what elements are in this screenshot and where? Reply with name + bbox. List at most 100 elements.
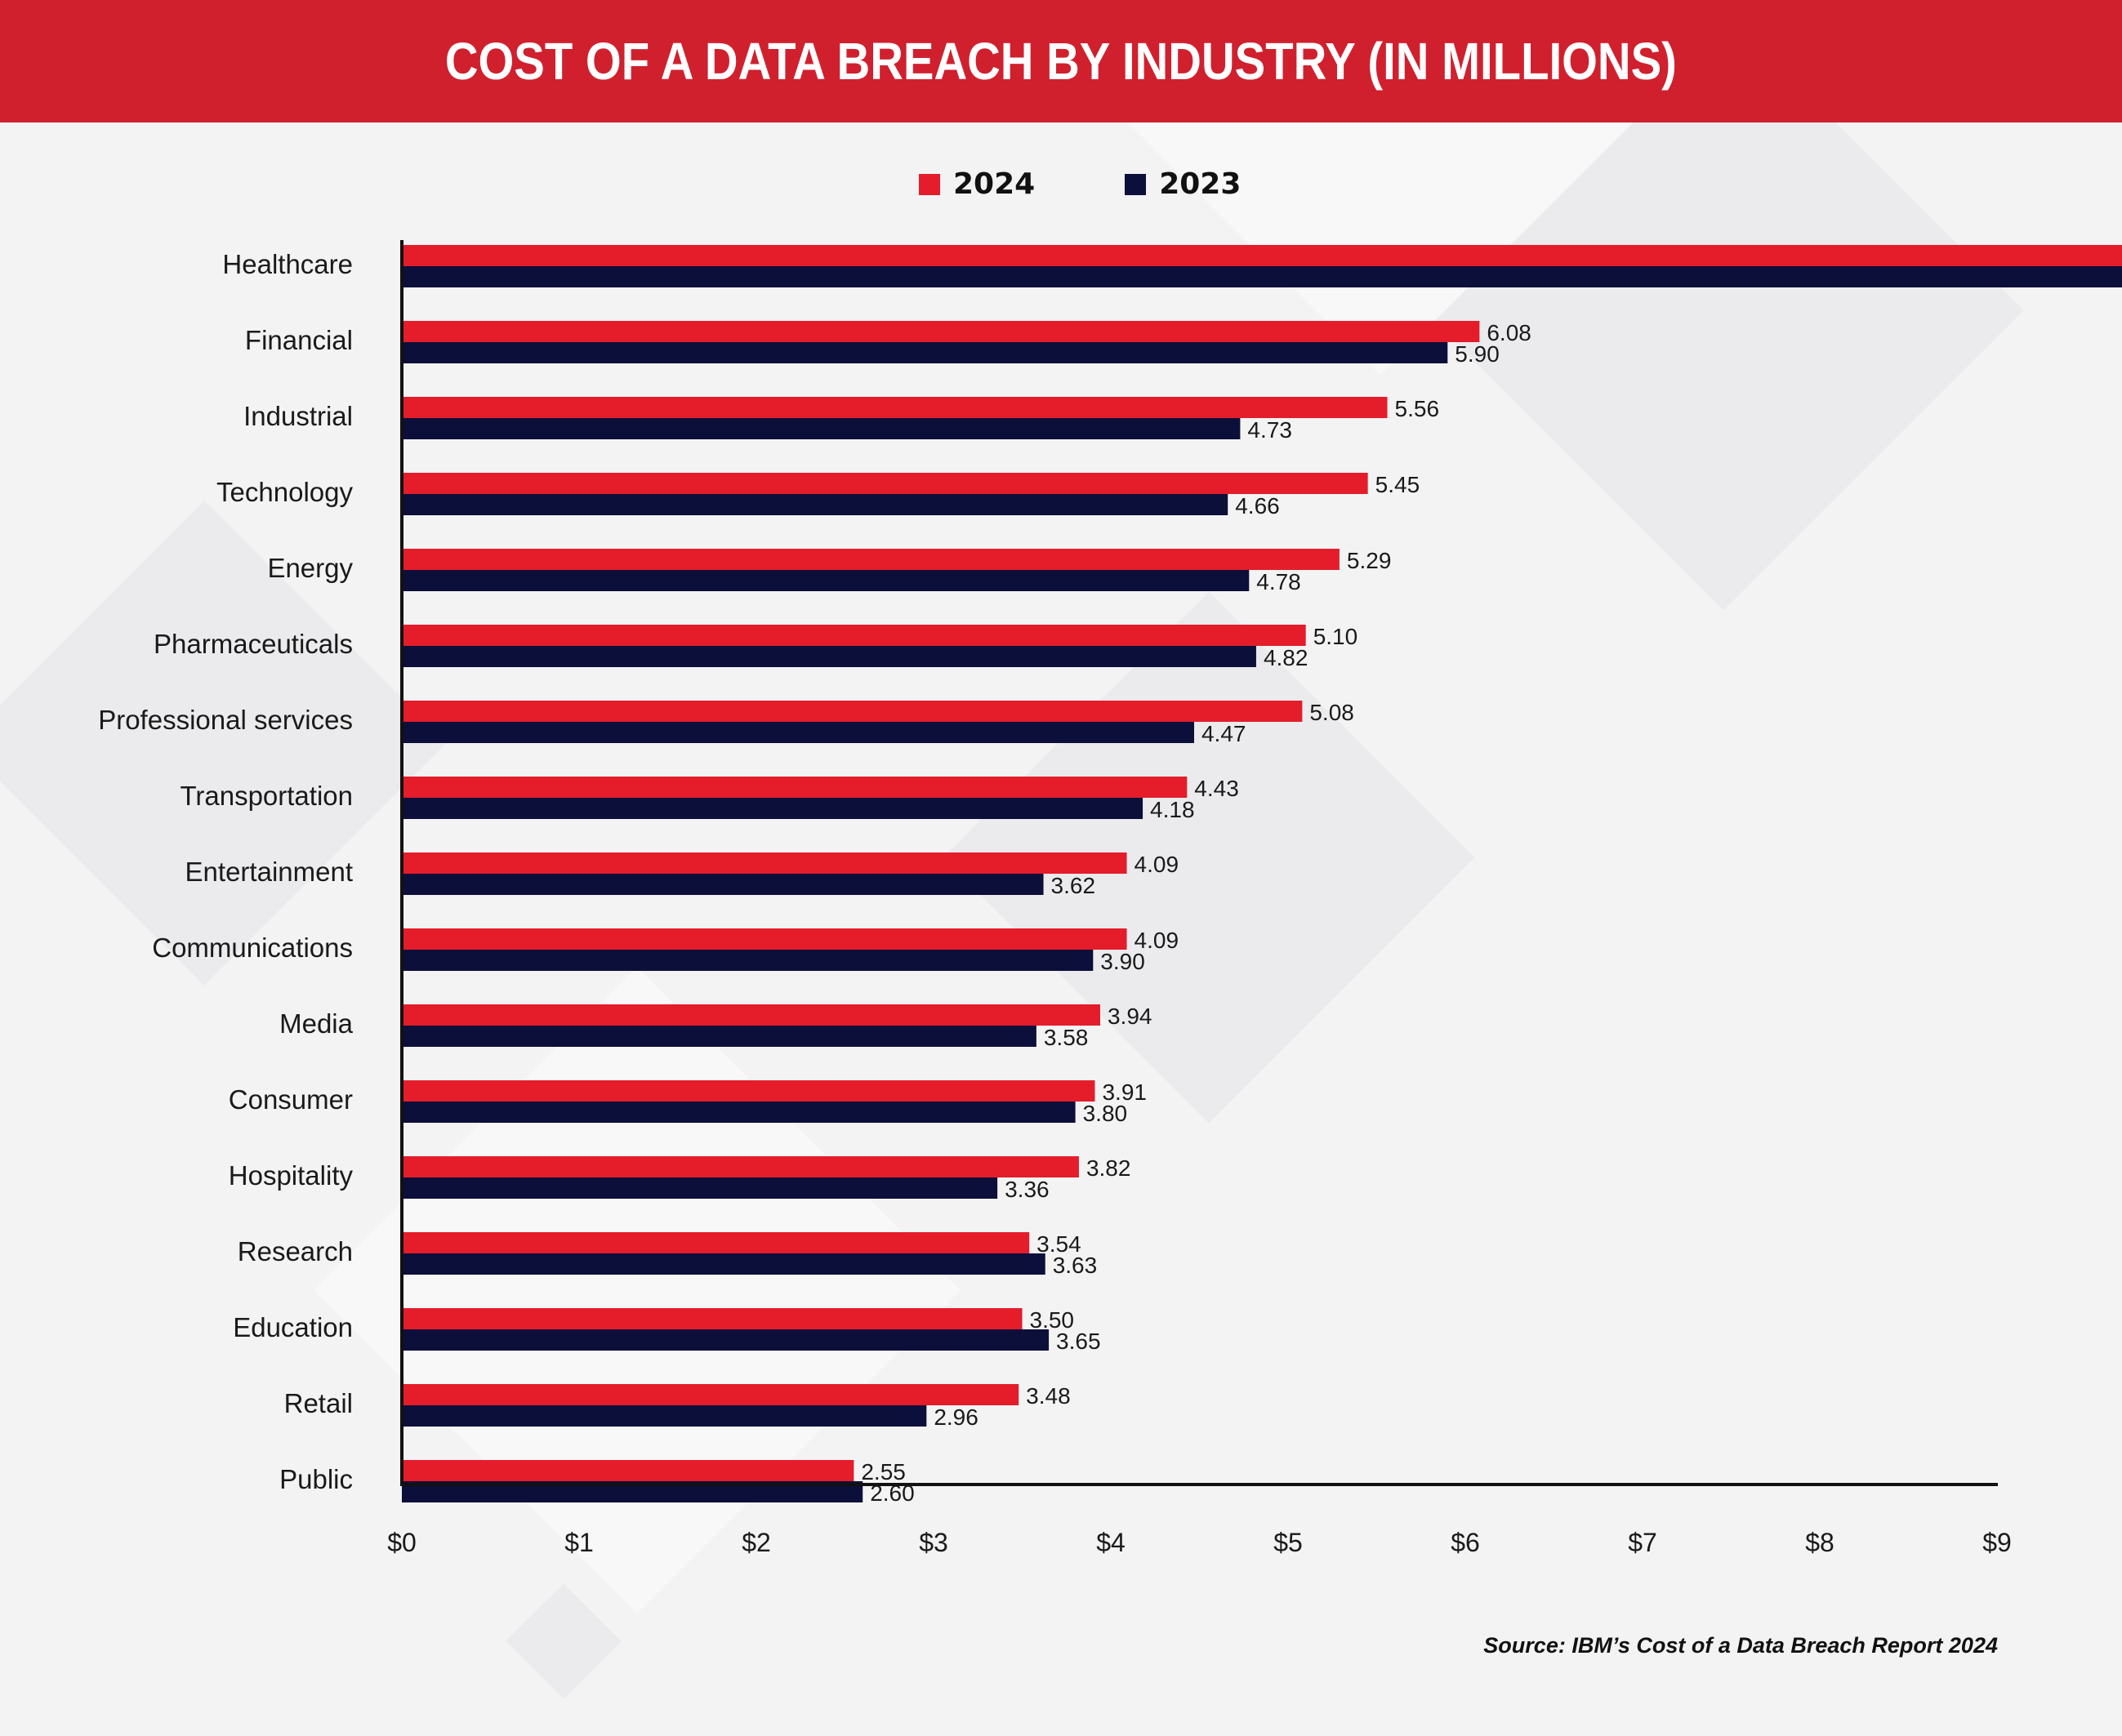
data-label-2023: 3.58 [1044, 1025, 1089, 1050]
title-banner: COST OF A DATA BREACH BY INDUSTRY (IN MI… [0, 0, 2122, 122]
bar-2023 [402, 494, 1228, 515]
bar-2023 [402, 1026, 1036, 1047]
bar-2024 [402, 473, 1368, 494]
data-label-2024: 4.43 [1194, 776, 1239, 801]
category-label: Public [279, 1464, 353, 1494]
bar-2023 [402, 722, 1194, 743]
bar-2023 [402, 874, 1044, 895]
category-label: Technology [216, 477, 353, 507]
bar-2023 [402, 266, 2122, 287]
data-label-2023: 4.18 [1150, 797, 1195, 822]
category-label: Media [279, 1008, 354, 1039]
x-tick-label: $6 [1451, 1528, 1480, 1557]
data-label-2023: 5.90 [1455, 341, 1500, 367]
legend-swatch-2024 [919, 173, 940, 195]
data-label-2024: 4.09 [1135, 852, 1179, 877]
bar-2024 [402, 245, 2122, 266]
data-label-2024: 3.91 [1102, 1079, 1147, 1105]
data-label-2023: 4.47 [1201, 721, 1246, 746]
bar-2023 [402, 342, 1448, 363]
bar-2024 [402, 321, 1480, 342]
category-label: Financial [245, 325, 353, 355]
data-label-2024: 5.29 [1347, 548, 1392, 573]
category-label: Hospitality [229, 1160, 354, 1191]
data-label-2023: 3.65 [1056, 1329, 1101, 1354]
bar-2024 [402, 625, 1306, 646]
category-label: Entertainment [185, 857, 353, 887]
bar-2024 [402, 1080, 1095, 1102]
x-tick-label: $9 [1982, 1528, 2012, 1557]
data-label-2023: 3.36 [1005, 1177, 1050, 1202]
data-label-2023: 3.90 [1100, 949, 1145, 974]
data-label-2023: 4.82 [1264, 645, 1308, 670]
bar-2024 [402, 928, 1127, 950]
bar-2023 [402, 798, 1143, 819]
data-label-2024: 4.09 [1135, 928, 1179, 953]
bar-2024 [402, 701, 1303, 722]
legend-label-2023: 2023 [1159, 167, 1242, 201]
bar-2024 [402, 1308, 1023, 1329]
category-label: Education [233, 1312, 353, 1342]
data-label-2023: 3.62 [1051, 873, 1096, 898]
legend-swatch-2023 [1125, 173, 1147, 195]
category-label: Retail [284, 1388, 353, 1418]
bar-2023 [402, 570, 1250, 591]
bar-2023 [402, 1405, 927, 1427]
bar-2023 [402, 1177, 998, 1199]
data-label-2023: 4.73 [1247, 417, 1292, 443]
data-label-2023: 2.96 [934, 1404, 979, 1430]
legend: 2024 2023 [919, 167, 1331, 201]
data-label-2024: 5.45 [1375, 472, 1420, 497]
category-label: Healthcare [222, 249, 353, 279]
bar-2024 [402, 1156, 1079, 1177]
data-label-2024: 5.08 [1309, 700, 1354, 725]
data-label-2024: 3.54 [1036, 1231, 1081, 1257]
category-label: Transportation [180, 781, 353, 811]
bar-2024 [402, 1460, 854, 1481]
category-label: Professional services [98, 705, 353, 735]
x-tick-label: $2 [742, 1528, 771, 1557]
legend-item-2024: 2024 [919, 167, 1035, 201]
data-label-2023: 4.78 [1256, 569, 1301, 594]
bar-2024 [402, 549, 1340, 570]
bar-2023 [402, 646, 1256, 667]
legend-label-2024: 2024 [953, 167, 1036, 201]
bar-2024 [402, 1004, 1100, 1026]
data-label-2024: 3.48 [1026, 1383, 1071, 1409]
category-label: Communications [152, 933, 353, 963]
legend-item-2023: 2023 [1125, 167, 1241, 201]
bar-2023 [402, 1253, 1045, 1275]
x-tick-label: $3 [919, 1528, 948, 1557]
category-label: Energy [267, 553, 353, 583]
data-label-2024: 3.82 [1086, 1155, 1131, 1181]
data-label-2024: 3.50 [1030, 1307, 1075, 1333]
bar-2024 [402, 1384, 1019, 1405]
x-tick-label: $1 [564, 1528, 594, 1557]
x-tick-label: $4 [1096, 1528, 1126, 1557]
data-label-2023: 3.80 [1083, 1101, 1128, 1126]
data-label-2023: 4.66 [1235, 493, 1280, 519]
bar-2023 [402, 418, 1241, 439]
source-note: Source: IBM’s Cost of a Data Breach Repo… [1483, 1633, 1998, 1658]
data-label-2024: 5.10 [1313, 624, 1358, 649]
bar-2024 [402, 777, 1188, 798]
chart-title: COST OF A DATA BREACH BY INDUSTRY (IN MI… [444, 32, 1678, 91]
data-label-2023: 3.63 [1053, 1253, 1098, 1278]
category-label: Research [238, 1236, 353, 1266]
x-tick-label: $5 [1273, 1528, 1303, 1557]
data-label-2024: 5.56 [1395, 396, 1440, 421]
x-tick-label: $8 [1805, 1528, 1834, 1557]
bar-2024 [402, 1232, 1030, 1253]
category-label: Industrial [243, 401, 353, 431]
data-label-2024: 3.94 [1108, 1004, 1152, 1029]
data-label-2024: 6.08 [1487, 320, 1531, 345]
x-tick-label: $0 [387, 1528, 417, 1557]
bar-2023 [402, 1102, 1076, 1123]
x-tick-label: $7 [1628, 1528, 1657, 1557]
category-label: Consumer [229, 1084, 353, 1115]
category-label: Pharmaceuticals [154, 629, 353, 659]
data-label-2024: 2.55 [861, 1459, 906, 1485]
bar-2024 [402, 397, 1388, 418]
bar-2023 [402, 950, 1094, 971]
